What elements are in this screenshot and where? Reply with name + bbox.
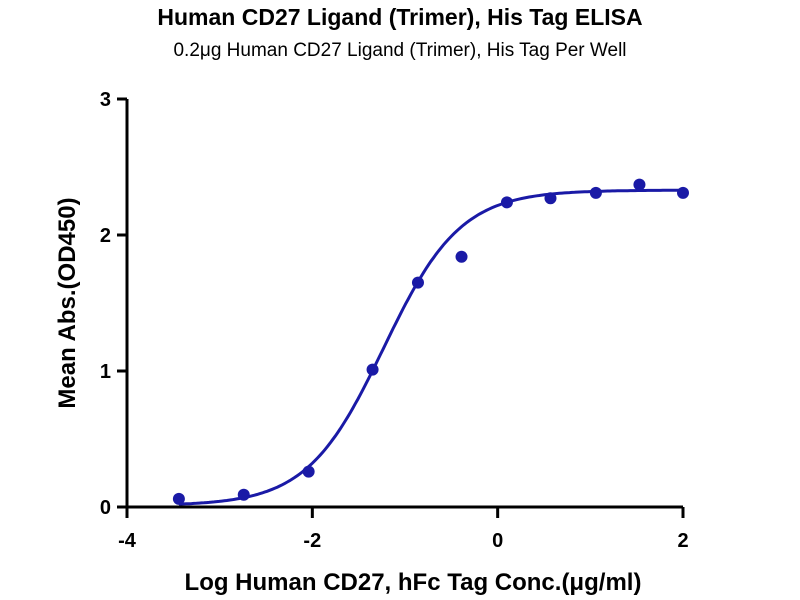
- data-point: [172, 492, 185, 505]
- data-point: [544, 192, 557, 205]
- data-point: [589, 186, 602, 199]
- data-point: [411, 276, 424, 289]
- y-tick-label: 1: [100, 361, 111, 383]
- x-tick-label: 0: [492, 530, 503, 552]
- y-tick-label: 3: [100, 89, 111, 111]
- chart-title: Human CD27 Ligand (Trimer), His Tag ELIS…: [157, 4, 643, 30]
- y-tick-label: 2: [100, 225, 111, 247]
- data-point: [633, 178, 646, 191]
- x-tick-label: 2: [677, 530, 688, 552]
- data-point: [366, 363, 379, 376]
- y-tick-label: 0: [100, 497, 111, 519]
- data-point: [455, 250, 468, 263]
- data-point: [302, 465, 315, 478]
- x-axis-label: Log Human CD27, hFc Tag Conc.(μg/ml): [185, 569, 642, 596]
- fit-curve: [178, 188, 684, 506]
- x-tick-label: -2: [303, 530, 321, 552]
- chart-subtitle: 0.2μg Human CD27 Ligand (Trimer), His Ta…: [173, 40, 627, 61]
- y-axis-label: Mean Abs.(OD450): [54, 197, 81, 408]
- data-point: [677, 186, 689, 199]
- data-point: [500, 196, 513, 209]
- data-point: [237, 488, 250, 501]
- x-tick-label: -4: [118, 530, 137, 552]
